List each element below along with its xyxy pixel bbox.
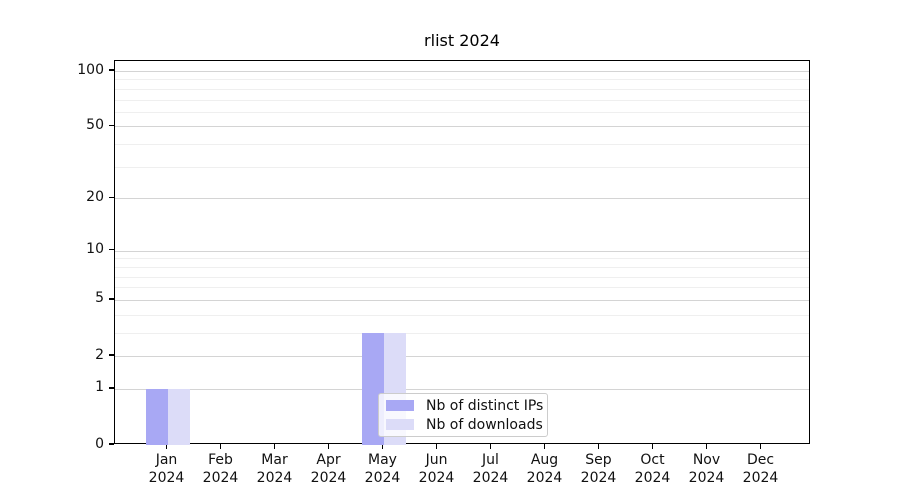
x-tick-label: Mar 2024 bbox=[256, 452, 293, 486]
x-tick-mark bbox=[705, 444, 708, 449]
x-tick-label: Oct 2024 bbox=[634, 452, 671, 486]
legend-label-downloads: Nb of downloads bbox=[426, 416, 543, 433]
x-tick-label: Jun 2024 bbox=[418, 452, 455, 486]
legend-swatch-downloads bbox=[386, 419, 414, 430]
chart-title: rlist 2024 bbox=[424, 31, 500, 50]
bar-nb-of-distinct-ips bbox=[145, 388, 168, 445]
y-tick-label: 100 bbox=[77, 61, 104, 78]
x-tick-label: Sep 2024 bbox=[580, 452, 617, 486]
x-tick-mark bbox=[597, 444, 600, 449]
x-tick-label: Apr 2024 bbox=[310, 452, 347, 486]
plot-area: Nb of distinct IPs Nb of downloads bbox=[114, 60, 810, 445]
x-tick-label: May 2024 bbox=[364, 452, 401, 486]
x-tick-label: Aug 2024 bbox=[526, 452, 563, 486]
y-gridline-major bbox=[115, 71, 809, 72]
y-tick-label: 2 bbox=[95, 346, 104, 363]
y-gridline-major bbox=[115, 198, 809, 200]
y-gridline-minor bbox=[115, 314, 809, 316]
x-tick-label: Jul 2024 bbox=[472, 452, 509, 486]
x-tick-mark bbox=[435, 444, 438, 449]
y-tick-mark bbox=[109, 354, 114, 356]
legend-swatch-distinct-ips bbox=[386, 400, 414, 411]
x-tick-mark bbox=[489, 444, 492, 449]
x-tick-mark bbox=[543, 444, 546, 449]
y-gridline-minor bbox=[115, 99, 809, 101]
y-tick-mark bbox=[109, 124, 114, 127]
x-tick-mark bbox=[165, 444, 168, 449]
y-gridline-minor bbox=[115, 79, 809, 81]
x-tick-label: Nov 2024 bbox=[688, 452, 725, 486]
x-tick-label: Jan 2024 bbox=[148, 452, 185, 486]
x-tick-mark bbox=[273, 444, 276, 449]
y-gridline-major bbox=[115, 126, 809, 128]
y-tick-mark bbox=[109, 69, 114, 71]
y-tick-label: 1 bbox=[95, 379, 104, 396]
y-gridline-minor bbox=[115, 266, 809, 268]
y-tick-label: 10 bbox=[86, 241, 104, 258]
y-gridline-minor bbox=[115, 144, 809, 146]
legend-item-downloads: Nb of downloads bbox=[386, 417, 547, 433]
y-gridline-minor bbox=[115, 88, 809, 90]
x-tick-label: Dec 2024 bbox=[742, 452, 779, 486]
y-tick-label: 0 bbox=[95, 435, 104, 452]
y-tick-mark bbox=[109, 248, 114, 251]
y-tick-mark bbox=[109, 443, 114, 445]
y-gridline-major bbox=[115, 388, 809, 390]
y-gridline-major bbox=[115, 299, 809, 301]
y-gridline-major bbox=[115, 356, 809, 357]
legend-label-distinct-ips: Nb of distinct IPs bbox=[426, 397, 544, 414]
legend-item-distinct-ips: Nb of distinct IPs bbox=[386, 398, 547, 414]
x-tick-label: Feb 2024 bbox=[202, 452, 239, 486]
y-gridline-minor bbox=[115, 287, 809, 289]
y-gridline-minor bbox=[115, 111, 809, 113]
y-tick-mark bbox=[109, 387, 114, 389]
x-tick-mark bbox=[381, 444, 384, 449]
y-gridline-minor bbox=[115, 332, 809, 334]
y-gridline-major bbox=[115, 250, 809, 252]
bar-nb-of-downloads bbox=[167, 388, 190, 445]
x-tick-mark bbox=[327, 444, 330, 449]
y-tick-label: 50 bbox=[86, 116, 104, 133]
y-gridline-minor bbox=[115, 258, 809, 260]
y-tick-mark bbox=[109, 196, 114, 198]
y-gridline-minor bbox=[115, 166, 809, 168]
y-gridline-minor bbox=[115, 276, 809, 278]
y-tick-mark bbox=[109, 298, 114, 300]
x-tick-mark bbox=[651, 444, 654, 449]
x-tick-mark bbox=[219, 444, 222, 449]
x-tick-mark bbox=[759, 444, 762, 449]
legend: Nb of distinct IPs Nb of downloads bbox=[378, 393, 548, 437]
y-tick-label: 5 bbox=[95, 290, 104, 307]
y-tick-label: 20 bbox=[86, 188, 104, 205]
